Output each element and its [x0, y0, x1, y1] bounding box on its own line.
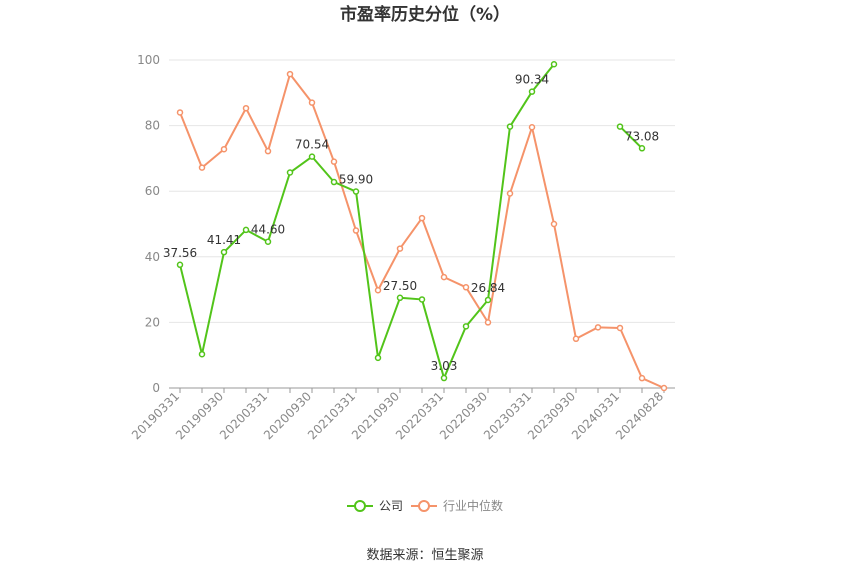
data-point-company[interactable]: [374, 354, 382, 362]
data-label: 41.41: [207, 233, 241, 247]
data-label: 37.56: [163, 246, 197, 260]
data-point-industry-median[interactable]: [220, 145, 228, 153]
data-point-industry-median[interactable]: [484, 319, 492, 326]
data-point-company[interactable]: [528, 88, 536, 95]
data-point-industry-median[interactable]: [374, 287, 382, 294]
data-point-company[interactable]: [352, 188, 360, 195]
data-label: 26.84: [471, 281, 505, 295]
data-point-industry-median[interactable]: [572, 335, 580, 343]
data-point-company[interactable]: [264, 238, 272, 245]
data-point-industry-median[interactable]: [264, 147, 272, 155]
y-tick-label: 80: [145, 119, 160, 133]
legend: 公司 行业中位数: [347, 498, 503, 513]
series-line-company: [619, 125, 643, 150]
data-point-company[interactable]: [242, 226, 250, 234]
data-point-industry-median[interactable]: [352, 227, 360, 234]
chart-title: 市盈率历史分位（%）: [340, 4, 510, 25]
legend-label-industry-median: 行业中位数: [443, 498, 503, 513]
data-point-industry-median[interactable]: [594, 324, 602, 331]
data-point-industry-median[interactable]: [462, 284, 470, 291]
data-point-company[interactable]: [330, 178, 338, 186]
x-tick-label: 20240828: [613, 389, 666, 442]
data-point-industry-median[interactable]: [198, 164, 206, 171]
data-point-industry-median[interactable]: [616, 324, 624, 332]
data-point-company[interactable]: [308, 153, 316, 160]
legend-marker-company: [354, 500, 366, 512]
data-point-company[interactable]: [462, 323, 470, 330]
data-point-industry-median[interactable]: [440, 273, 448, 281]
data-point-industry-median[interactable]: [528, 123, 536, 131]
data-point-company[interactable]: [440, 374, 448, 382]
legend-item-company[interactable]: 公司: [347, 499, 403, 513]
x-axis: 2019033120190930202003312020093020210331…: [129, 387, 675, 442]
data-point-company[interactable]: [286, 169, 294, 176]
y-tick-label: 20: [145, 315, 160, 329]
data-label: 27.50: [383, 279, 417, 293]
data-point-company[interactable]: [638, 145, 646, 152]
data-point-industry-median[interactable]: [242, 104, 250, 112]
legend-item-industry-median[interactable]: 行业中位数: [411, 498, 503, 513]
data-point-company[interactable]: [418, 296, 426, 303]
data-point-company[interactable]: [176, 261, 184, 269]
data-label: 70.54: [295, 138, 329, 152]
data-label: 3.03: [431, 359, 458, 373]
series-line-company: [179, 63, 555, 380]
data-point-company[interactable]: [506, 123, 514, 130]
data-source-note: 数据来源：恒生聚源: [366, 548, 483, 563]
data-label: 90.34: [515, 73, 549, 87]
data-point-industry-median[interactable]: [330, 158, 338, 165]
legend-marker-industry-median: [418, 500, 430, 512]
y-tick-label: 40: [145, 250, 160, 264]
y-tick-label: 0: [152, 381, 160, 395]
data-point-industry-median[interactable]: [396, 245, 404, 252]
series-layer: [176, 61, 668, 392]
data-point-industry-median[interactable]: [638, 374, 646, 382]
data-point-company[interactable]: [396, 294, 404, 302]
data-point-company[interactable]: [484, 296, 492, 304]
data-label: 59.90: [339, 173, 373, 187]
data-labels: 37.56 41.41 44.60 70.54 59.90 27.50 3.03 26.84 9…: [163, 73, 659, 373]
data-point-company[interactable]: [616, 123, 624, 130]
data-point-industry-median[interactable]: [286, 70, 294, 78]
data-point-industry-median[interactable]: [660, 384, 668, 392]
legend-label-company: 公司: [379, 499, 403, 513]
data-label: 73.08: [625, 129, 659, 143]
data-point-industry-median[interactable]: [550, 220, 558, 228]
data-point-industry-median[interactable]: [418, 214, 426, 222]
data-point-company[interactable]: [550, 61, 558, 68]
y-tick-label: 100: [137, 53, 160, 67]
y-tick-label: 60: [145, 184, 160, 198]
data-point-company[interactable]: [198, 350, 206, 358]
data-point-industry-median[interactable]: [176, 109, 184, 116]
y-axis-tick-labels: 0 20 40 60 80 100: [137, 53, 160, 395]
data-label: 44.60: [251, 223, 285, 237]
data-point-industry-median[interactable]: [308, 99, 316, 106]
data-point-company[interactable]: [220, 248, 228, 256]
data-point-industry-median[interactable]: [506, 190, 514, 197]
